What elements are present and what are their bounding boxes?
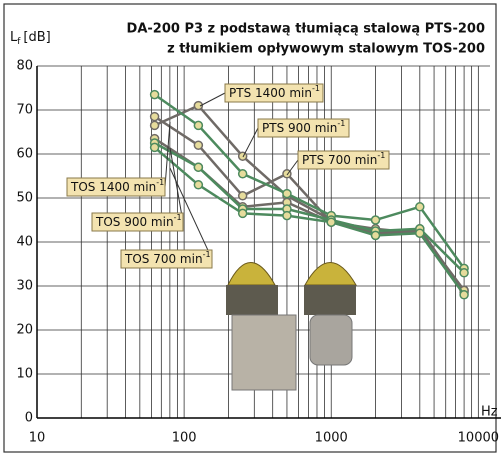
legend-sup: -1 (377, 151, 385, 160)
legend-box (297, 150, 390, 170)
chart-subtitle: z tłumikiem opływowym stalowym TOS-200 (167, 42, 485, 57)
callout-leader (242, 127, 259, 158)
x-tick-label: 100 (172, 431, 197, 446)
legend-label: TOS 700 min-1 (124, 250, 211, 266)
legend-sup: -1 (174, 213, 182, 222)
photo-part (231, 314, 297, 391)
callout-leader (169, 147, 184, 223)
data-point (326, 217, 336, 227)
legend-box (91, 212, 184, 232)
y-tick-label: 80 (16, 59, 33, 74)
data-point (370, 215, 381, 225)
data-point (459, 290, 469, 300)
y-label-unit: [dB] (23, 30, 50, 45)
data-point (459, 268, 469, 278)
callout-leader (199, 92, 226, 107)
photo-part (226, 285, 278, 315)
legend-box (66, 177, 166, 197)
legend-label: TOS 1400 min-1 (70, 178, 164, 194)
legend-label: TOS 900 min-1 (95, 213, 182, 229)
legend-label: PTS 1400 min-1 (229, 84, 320, 100)
callout-leader (286, 159, 299, 176)
legend-box (120, 249, 213, 269)
legend-sup: -1 (337, 119, 345, 128)
data-point (193, 180, 204, 190)
legend-box (257, 118, 350, 138)
y-tick-label: 30 (16, 279, 33, 294)
legend-label: PTS 900 min-1 (262, 119, 345, 135)
y-label: Lf [dB] (10, 30, 51, 47)
y-label-main: L (10, 30, 18, 45)
callout-leader (169, 167, 213, 260)
legend-sup: -1 (312, 84, 320, 93)
x-tick-label: 10000 (458, 431, 499, 446)
series-line (153, 93, 466, 270)
y-tick-label: 50 (16, 191, 33, 206)
legend-sup: -1 (156, 178, 164, 187)
data-point (415, 228, 425, 238)
legend-name: TOS 900 min (95, 215, 174, 229)
legend-name: PTS 900 min (262, 121, 337, 135)
legend-name: TOS 700 min (124, 252, 203, 266)
data-point (237, 208, 248, 219)
data-point (149, 89, 160, 100)
series-line (153, 141, 465, 274)
x-tick-label: 1000 (315, 431, 348, 446)
legend-box (224, 83, 324, 103)
y-tick-label: 20 (16, 323, 33, 338)
legend-name: PTS 1400 min (229, 86, 312, 100)
product-photos (226, 262, 357, 391)
y-tick-label: 0 (25, 411, 33, 426)
y-tick-label: 40 (16, 235, 33, 250)
data-point (193, 100, 204, 111)
data-point (193, 120, 204, 131)
data-point (237, 169, 248, 179)
x-label: Hz (481, 405, 498, 420)
callout-leader (164, 121, 171, 188)
photo-part (304, 285, 356, 315)
data-point (193, 162, 204, 172)
y-tick-label: 70 (16, 103, 33, 118)
chart-title: DA-200 P3 z podstawą tłumiącą stalową PT… (127, 22, 485, 37)
x-tick-label: 10 (29, 431, 46, 446)
data-point (237, 151, 248, 161)
data-point (282, 210, 292, 221)
data-point (193, 140, 204, 150)
legend-sup: -1 (203, 250, 211, 259)
data-point (370, 230, 381, 241)
y-tick-label: 60 (16, 147, 33, 162)
series-line (153, 146, 466, 296)
data-point (237, 191, 248, 201)
data-point (282, 188, 292, 199)
legend-label: PTS 700 min-1 (302, 151, 385, 167)
y-tick-label: 10 (16, 367, 33, 382)
photo-part (309, 314, 353, 366)
legend-name: TOS 1400 min (70, 180, 156, 194)
data-point (149, 142, 160, 153)
data-point (149, 120, 160, 131)
data-point (415, 202, 425, 212)
y-label-sub: f (17, 37, 21, 47)
data-point (149, 111, 160, 122)
legend-name: PTS 700 min (302, 153, 377, 167)
